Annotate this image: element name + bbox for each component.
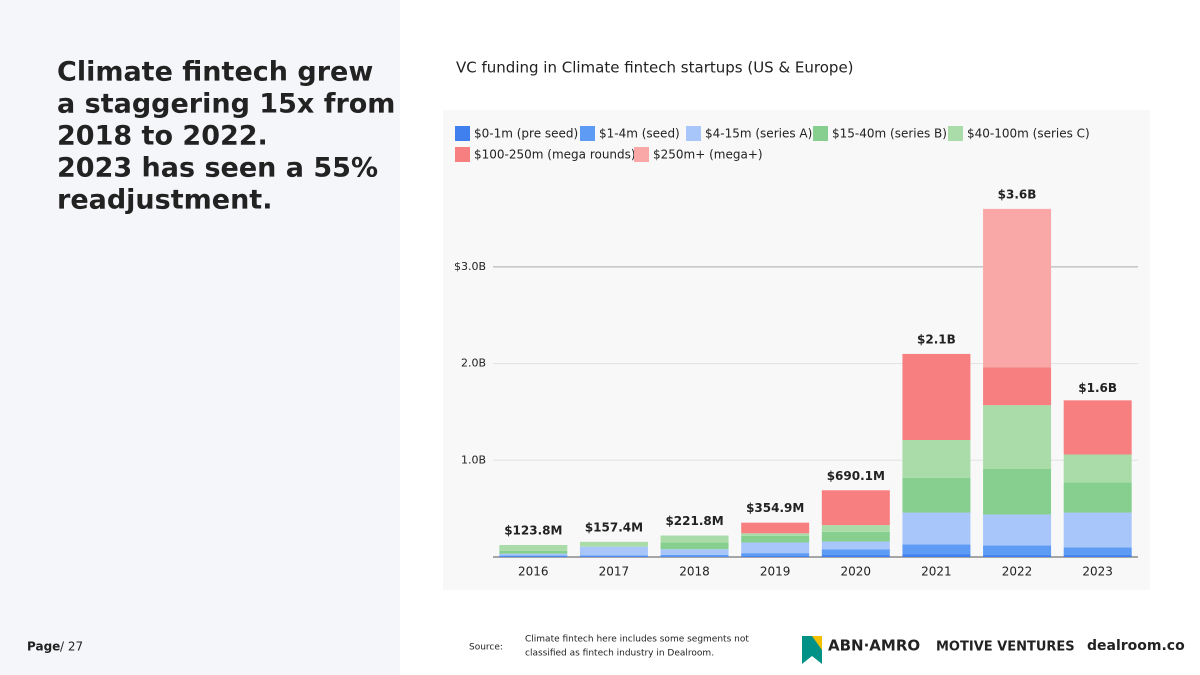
x-tick-label: 2023 bbox=[1082, 565, 1113, 579]
legend-swatch bbox=[455, 126, 470, 141]
bar-segment bbox=[983, 514, 1052, 546]
bar-segment bbox=[902, 544, 971, 555]
x-tick-label: 2017 bbox=[599, 565, 630, 579]
headline: 2018 to 2022. bbox=[57, 121, 268, 152]
bar-segment bbox=[660, 542, 729, 550]
page-number: / 27 bbox=[60, 640, 83, 654]
source-label: Source: bbox=[469, 643, 503, 653]
bar-segment bbox=[660, 549, 729, 555]
bar-segment bbox=[741, 533, 810, 536]
total-label: $354.9M bbox=[746, 501, 804, 515]
logo-mark bbox=[812, 636, 822, 650]
x-tick-label: 2018 bbox=[679, 565, 710, 579]
source-note: Climate fintech here includes some segme… bbox=[525, 635, 749, 645]
bar-segment bbox=[741, 556, 810, 557]
legend-label: $40-100m (series C) bbox=[967, 127, 1090, 141]
bar-segment bbox=[821, 541, 890, 550]
bar-segment bbox=[983, 555, 1052, 557]
bar-segment bbox=[983, 469, 1052, 515]
bar-segment bbox=[983, 545, 1052, 556]
bar-segment bbox=[983, 367, 1052, 406]
bar-segment bbox=[660, 554, 729, 557]
bar-segment bbox=[1063, 547, 1132, 556]
y-tick-label: $3.0B bbox=[454, 260, 486, 273]
bar-segment bbox=[983, 405, 1052, 470]
bar-segment bbox=[902, 554, 971, 557]
bar-segment bbox=[579, 541, 648, 547]
left-panel bbox=[0, 0, 400, 675]
bar-segment bbox=[579, 546, 648, 556]
bar-segment bbox=[902, 439, 971, 478]
bar-segment bbox=[741, 553, 810, 557]
headline: a staggering 15x from bbox=[57, 89, 395, 120]
bar-segment bbox=[1063, 482, 1132, 513]
legend-label: $100-250m (mega rounds) bbox=[474, 148, 636, 162]
total-label: $690.1M bbox=[827, 469, 885, 483]
logo: ABN·AMRO bbox=[828, 637, 920, 655]
total-label: $1.6B bbox=[1078, 381, 1117, 395]
y-tick-label: 1.0B bbox=[461, 453, 486, 466]
logo: MOTIVE VENTURES bbox=[936, 640, 1075, 655]
x-tick-label: 2021 bbox=[921, 565, 952, 579]
bar-segment bbox=[741, 542, 810, 554]
legend-swatch bbox=[686, 126, 701, 141]
headline: 2023 has seen a 55% bbox=[57, 153, 378, 184]
bar-segment bbox=[741, 535, 810, 543]
bar-segment bbox=[821, 531, 890, 542]
source-note: classified as fintech industry in Dealro… bbox=[525, 649, 714, 659]
bar-segment bbox=[741, 522, 810, 534]
total-label: $221.8M bbox=[665, 514, 723, 528]
x-tick-label: 2022 bbox=[1002, 565, 1033, 579]
x-tick-label: 2020 bbox=[841, 565, 872, 579]
legend-label: $1-4m (seed) bbox=[599, 127, 680, 141]
bar-segment bbox=[1063, 555, 1132, 557]
bar-segment bbox=[1063, 400, 1132, 455]
logo: dealroom.co bbox=[1087, 638, 1185, 654]
bar-segment bbox=[1063, 512, 1132, 548]
bar-segment bbox=[499, 550, 568, 554]
bar-segment bbox=[499, 555, 568, 557]
chart-title: VC funding in Climate fintech startups (… bbox=[456, 59, 854, 77]
bar-segment bbox=[660, 535, 729, 543]
total-label: $157.4M bbox=[585, 520, 643, 534]
bar-segment bbox=[902, 353, 971, 440]
legend-label: $0-1m (pre seed) bbox=[474, 127, 578, 141]
bar-segment bbox=[902, 477, 971, 513]
legend-label: $4-15m (series A) bbox=[705, 127, 812, 141]
total-label: $123.8M bbox=[504, 524, 562, 538]
headline: Climate fintech grew bbox=[57, 57, 373, 88]
bar-segment bbox=[821, 555, 890, 557]
bar-segment bbox=[499, 553, 568, 556]
total-label: $3.6B bbox=[998, 187, 1037, 201]
legend-swatch bbox=[813, 126, 828, 141]
legend-swatch bbox=[455, 147, 470, 162]
bar-segment bbox=[821, 525, 890, 532]
page-label: Page bbox=[27, 640, 60, 654]
bar-segment bbox=[821, 549, 890, 556]
bar-segment bbox=[499, 545, 568, 551]
legend-label: $250m+ (mega+) bbox=[653, 148, 763, 162]
bar-segment bbox=[579, 555, 648, 557]
headline: readjustment. bbox=[57, 185, 272, 216]
x-tick-label: 2019 bbox=[760, 565, 791, 579]
total-label: $2.1B bbox=[917, 332, 956, 346]
legend-label: $15-40m (series B) bbox=[832, 127, 947, 141]
bar-segment bbox=[1063, 454, 1132, 483]
x-tick-label: 2016 bbox=[518, 565, 549, 579]
legend-swatch bbox=[634, 147, 649, 162]
bar-segment bbox=[660, 556, 729, 557]
y-tick-label: 2.0B bbox=[461, 357, 486, 370]
bar-segment bbox=[983, 208, 1052, 368]
legend-swatch bbox=[948, 126, 963, 141]
bar-segment bbox=[902, 512, 971, 545]
bar-segment bbox=[821, 490, 890, 526]
legend-swatch bbox=[580, 126, 595, 141]
